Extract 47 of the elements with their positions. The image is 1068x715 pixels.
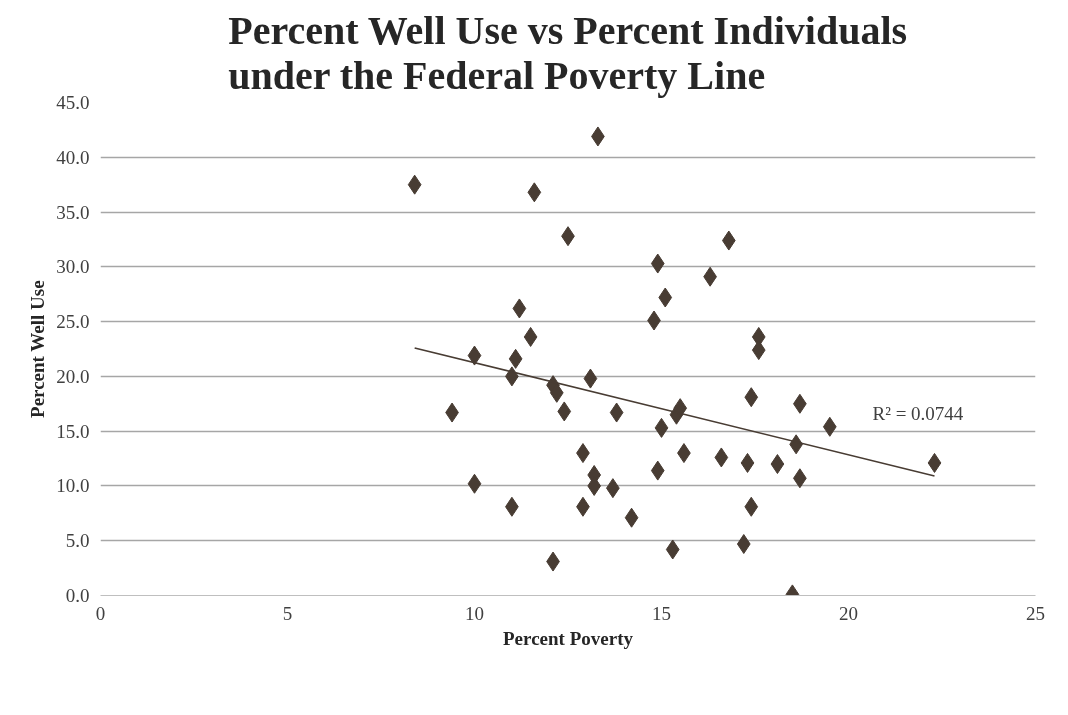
y-tick-label: 40.0 [56, 146, 90, 168]
y-tick-label: 25.0 [56, 311, 90, 333]
point [658, 287, 673, 308]
x-tick-label: 15 [652, 602, 671, 624]
point [736, 534, 751, 555]
point [740, 452, 755, 473]
y-tick-label: 30.0 [56, 256, 90, 278]
point [650, 253, 665, 274]
x-tick-label: 25 [1026, 602, 1045, 624]
point [673, 398, 688, 419]
y-tick-label: 15.0 [56, 420, 90, 442]
x-tick-label: 0 [95, 602, 106, 624]
x-tick-label: 5 [282, 602, 293, 624]
point [751, 340, 766, 361]
point [523, 326, 538, 347]
point [822, 416, 837, 437]
point [654, 417, 669, 438]
point [527, 182, 542, 203]
point [650, 460, 665, 481]
y-tick-label: 5.0 [65, 530, 90, 552]
point [744, 387, 759, 408]
point [407, 174, 422, 195]
point [721, 230, 736, 251]
x-tick-label: 10 [465, 602, 484, 624]
point [512, 298, 527, 319]
point [744, 496, 759, 517]
point [770, 454, 785, 475]
point [467, 345, 482, 366]
point [665, 539, 680, 560]
y-tick-label: 35.0 [56, 201, 90, 223]
y-axis-title: Percent Well Use [27, 280, 49, 418]
chart-title: Percent Well Use vs Percent Individuals under the Federal Poverty Line [228, 7, 908, 98]
y-tick-label: 10.0 [56, 475, 90, 497]
point [927, 452, 942, 473]
x-axis-title: Percent Poverty [503, 627, 634, 649]
point [714, 447, 729, 468]
point [624, 507, 639, 528]
x-tick-label: 20 [839, 602, 858, 624]
annotation: R² = 0.0744 [872, 403, 964, 425]
y-tick-label: 20.0 [56, 365, 90, 387]
point [609, 402, 624, 423]
point [583, 368, 598, 389]
point [508, 348, 523, 369]
y-tick-label: 0.0 [65, 585, 90, 606]
y-tick-label: 45.0 [56, 92, 90, 113]
point [557, 401, 572, 422]
point [467, 473, 482, 494]
